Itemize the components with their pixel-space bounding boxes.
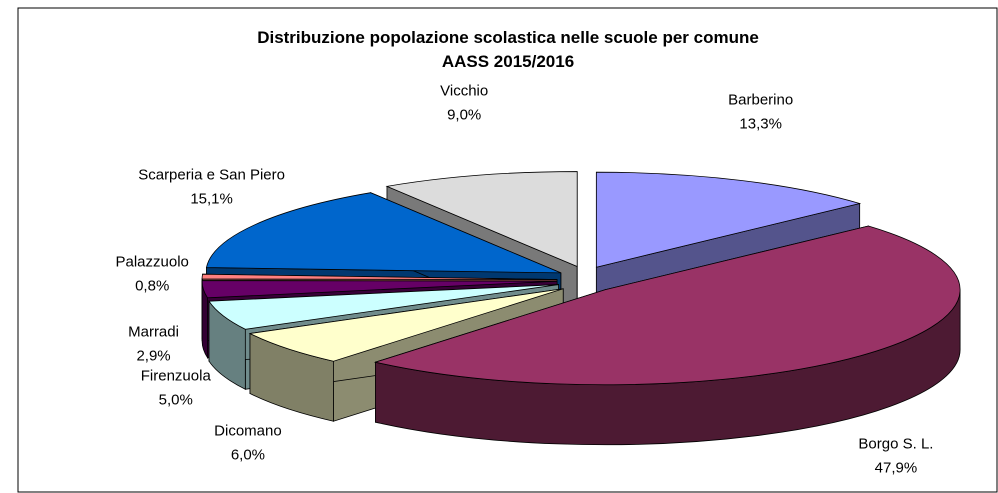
slice: [201, 280, 558, 299]
slice: [248, 288, 564, 362]
slice-value-label: 47,9%: [874, 459, 918, 477]
slice: [201, 273, 558, 280]
slice-value-label: 2,9%: [136, 347, 171, 365]
slice-value-label: 5,0%: [158, 391, 193, 409]
slice: [208, 284, 559, 330]
slice-label: Vicchio: [440, 82, 489, 100]
chart-title: Distribuzione popolazione scolastica nel…: [257, 28, 759, 47]
slice-label: Firenzuola: [140, 367, 211, 385]
slice-label: Scarperia e San Piero: [138, 166, 285, 184]
slice-label: Barberino: [728, 91, 794, 109]
slice-label: Borgo S. L.: [858, 435, 934, 453]
slice-value-label: 13,3%: [739, 115, 782, 133]
slice: [373, 225, 961, 386]
slice: [595, 171, 862, 268]
chart-subtitle: AASS 2015/2016: [441, 52, 575, 71]
slice-value-label: 6,0%: [230, 446, 266, 464]
slice-value-label: 15,1%: [190, 190, 233, 208]
slice: [205, 192, 562, 274]
slice-value-label: 0,8%: [135, 277, 170, 295]
slice-value-label: 9,0%: [447, 106, 482, 124]
slice-label: Dicomano: [214, 422, 282, 440]
slice-label: Marradi: [128, 323, 179, 341]
slice: [385, 171, 578, 268]
slice-label: Palazzuolo: [115, 253, 189, 271]
